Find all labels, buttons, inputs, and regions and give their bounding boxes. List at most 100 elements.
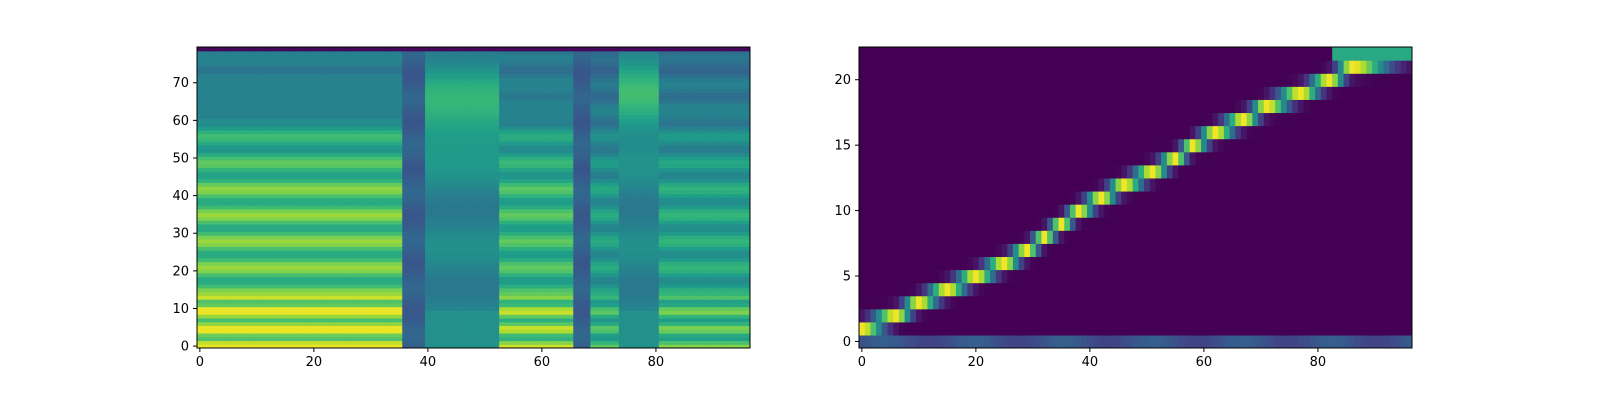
heatmap-cell bbox=[225, 197, 232, 202]
heatmap-cell bbox=[345, 314, 352, 319]
heatmap-cell bbox=[630, 189, 637, 195]
heatmap-cell bbox=[487, 280, 495, 285]
heatmap-cell bbox=[596, 317, 603, 323]
heatmap-cell bbox=[271, 284, 278, 289]
heatmap-cell bbox=[647, 295, 654, 300]
heatmap-cell bbox=[464, 250, 472, 255]
heatmap-cell bbox=[624, 212, 631, 217]
heatmap-cell bbox=[681, 205, 688, 210]
heatmap-cell bbox=[407, 212, 415, 217]
heatmap-cell bbox=[447, 182, 455, 187]
heatmap-cell bbox=[539, 231, 546, 236]
heatmap-cell bbox=[430, 291, 438, 296]
heatmap-cell bbox=[510, 178, 517, 184]
heatmap-cell bbox=[396, 306, 403, 311]
heatmap-cell bbox=[744, 310, 750, 315]
heatmap-cell bbox=[521, 250, 529, 255]
heatmap-cell bbox=[704, 306, 711, 311]
heatmap-cell bbox=[527, 332, 534, 338]
heatmap-cell bbox=[385, 167, 392, 172]
heatmap-cell bbox=[732, 238, 740, 244]
heatmap-cell bbox=[402, 186, 409, 191]
heatmap-cell bbox=[271, 167, 278, 172]
heatmap-cell bbox=[533, 299, 540, 304]
heatmap-cell bbox=[288, 159, 295, 165]
heatmap-cell bbox=[550, 238, 557, 244]
heatmap-cell bbox=[345, 295, 352, 300]
heatmap-cell bbox=[322, 329, 329, 334]
heatmap-cell bbox=[311, 332, 318, 338]
heatmap-cell bbox=[738, 193, 745, 199]
heatmap-cell bbox=[390, 201, 398, 206]
heatmap-cell bbox=[533, 235, 540, 240]
heatmap-cell bbox=[521, 201, 529, 206]
heatmap-cell bbox=[316, 223, 324, 229]
heatmap-cell bbox=[624, 302, 631, 308]
heatmap-cell bbox=[635, 235, 643, 240]
heatmap-cell bbox=[299, 261, 306, 266]
heatmap-cell bbox=[521, 314, 529, 319]
heatmap-cell bbox=[635, 242, 643, 248]
heatmap-cell bbox=[687, 208, 694, 214]
heatmap-cell bbox=[573, 163, 580, 168]
heatmap-cell bbox=[527, 317, 534, 323]
heatmap-cell bbox=[596, 178, 603, 184]
heatmap-cell bbox=[544, 295, 552, 300]
heatmap-cell bbox=[402, 238, 409, 244]
heatmap-cell bbox=[407, 325, 415, 330]
heatmap-cell bbox=[653, 272, 660, 278]
heatmap-cell bbox=[641, 272, 648, 278]
heatmap-cell bbox=[510, 314, 517, 319]
heatmap-cell bbox=[499, 253, 506, 259]
heatmap-cell bbox=[390, 329, 398, 334]
heatmap-cell bbox=[453, 178, 460, 184]
heatmap-cell bbox=[225, 329, 232, 334]
heatmap-cell bbox=[236, 317, 244, 323]
heatmap-cell bbox=[721, 344, 728, 348]
heatmap-cell bbox=[202, 223, 209, 229]
heatmap-cell bbox=[436, 340, 443, 345]
heatmap-cell bbox=[311, 223, 318, 229]
heatmap-cell bbox=[704, 261, 711, 266]
heatmap-cell bbox=[567, 329, 574, 334]
heatmap-cell bbox=[607, 156, 614, 161]
heatmap-cell bbox=[248, 189, 255, 195]
heatmap-cell bbox=[345, 272, 352, 278]
heatmap-cell bbox=[436, 302, 443, 308]
heatmap-cell bbox=[202, 302, 209, 308]
heatmap-cell bbox=[442, 287, 449, 293]
heatmap-cell bbox=[254, 299, 261, 304]
heatmap-cell bbox=[453, 253, 460, 259]
heatmap-cell bbox=[664, 287, 671, 293]
heatmap-cell bbox=[322, 193, 329, 199]
heatmap-cell bbox=[630, 287, 637, 293]
heatmap-cell bbox=[561, 231, 569, 236]
heatmap-cell bbox=[590, 257, 597, 263]
heatmap-cell bbox=[493, 284, 500, 289]
heatmap-cell bbox=[265, 265, 272, 270]
heatmap-cell bbox=[607, 212, 614, 217]
heatmap-cell bbox=[453, 197, 460, 202]
heatmap-cell bbox=[521, 291, 529, 296]
heatmap-cell bbox=[436, 332, 443, 338]
heatmap-cell bbox=[618, 193, 626, 199]
heatmap-cell bbox=[419, 280, 426, 285]
heatmap-cell bbox=[259, 227, 267, 232]
heatmap-cell bbox=[271, 257, 278, 263]
heatmap-cell bbox=[561, 178, 569, 184]
heatmap-cell bbox=[692, 253, 700, 259]
heatmap-cell bbox=[596, 306, 603, 311]
heatmap-cell bbox=[476, 227, 483, 232]
heatmap-cell bbox=[470, 156, 477, 161]
heatmap-cell bbox=[624, 325, 631, 330]
heatmap-cell bbox=[430, 299, 438, 304]
heatmap-cell bbox=[618, 325, 626, 330]
heatmap-cell bbox=[231, 208, 238, 214]
heatmap-cell bbox=[607, 325, 614, 330]
heatmap-cell bbox=[476, 250, 483, 255]
heatmap-cell bbox=[653, 344, 660, 348]
heatmap-cell bbox=[231, 302, 238, 308]
heatmap-cell bbox=[516, 310, 523, 315]
heatmap-cell bbox=[578, 265, 586, 270]
heatmap-cell bbox=[293, 325, 301, 330]
